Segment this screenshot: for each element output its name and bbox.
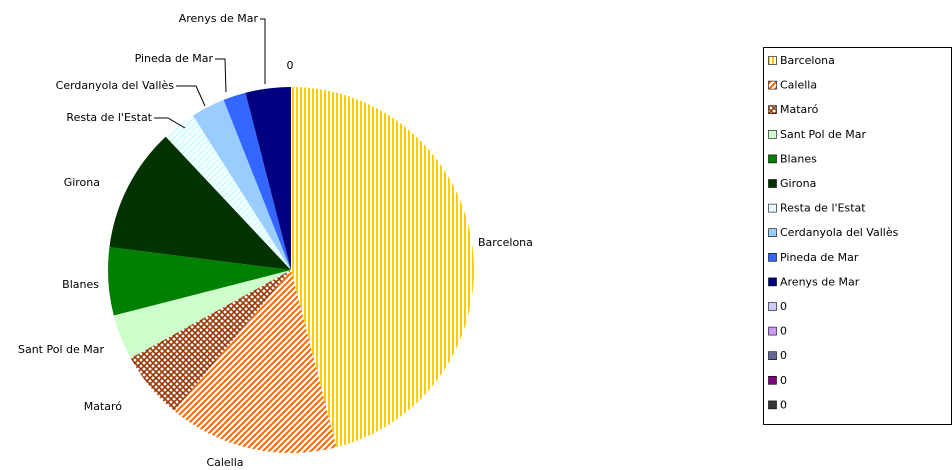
legend-label: 0 (780, 300, 787, 313)
legend-swatch (768, 228, 777, 237)
legend-swatch (768, 80, 777, 90)
slice-label: Pineda de Mar (135, 52, 214, 65)
legend-label: Mataró (780, 103, 819, 116)
legend-label: Blanes (780, 152, 817, 165)
legend-label: Girona (780, 177, 816, 190)
legend-label: Resta de l'Estat (780, 202, 866, 215)
legend-label: Pineda de Mar (780, 251, 859, 264)
pie (108, 87, 475, 454)
legend-label: Arenys de Mar (780, 275, 860, 288)
slice-label: Calella (206, 456, 243, 469)
slice-label: Barcelona (478, 236, 533, 249)
legend-swatch (768, 179, 777, 188)
legend-label: Barcelona (780, 54, 835, 67)
slice-label: 0 (287, 59, 294, 72)
legend-swatch (768, 130, 777, 139)
legend-swatch (768, 400, 777, 410)
legend-swatch (768, 253, 777, 262)
legend-swatch (768, 302, 777, 311)
pie-slice (245, 87, 291, 270)
legend-swatch (768, 56, 777, 65)
legend-swatch (768, 105, 777, 114)
legend-swatch (768, 351, 777, 361)
legend-swatch (768, 277, 777, 287)
legend-label: Calella (780, 79, 817, 92)
legend-label: Cerdanyola del Vallès (780, 226, 899, 239)
slice-label: Cerdanyola del Vallès (56, 79, 175, 92)
leader-line (260, 18, 266, 84)
pie-slice (108, 247, 292, 316)
legend-label: 0 (780, 374, 787, 387)
pie-slice (223, 92, 291, 270)
legend: Barcelona Calella Mataró Sant Pol de Mar Bla… (763, 47, 952, 425)
legend-label: 0 (780, 349, 787, 362)
legend-label: 0 (780, 325, 787, 338)
slice-label: Resta de l'Estat (66, 111, 152, 124)
leader-line (154, 117, 186, 129)
legend-box (763, 47, 952, 425)
leader-line (176, 85, 206, 107)
leader-line (215, 58, 227, 93)
pie-slice (130, 270, 291, 412)
pie-slice (174, 270, 337, 454)
slice-labels: Barcelona Calella Mataró Sant Pol de Mar Bla… (18, 12, 533, 469)
slice-label: Girona (64, 176, 100, 189)
slice-label: Sant Pol de Mar (18, 343, 105, 356)
pie-slice (109, 136, 291, 270)
pie-slice (291, 87, 475, 448)
legend-swatch (768, 375, 777, 385)
pie-slice (165, 115, 291, 270)
pie-slice (192, 99, 291, 270)
slice-label: Mataró (84, 400, 123, 413)
slice-label: Blanes (62, 278, 99, 291)
slice-label: Arenys de Mar (179, 12, 259, 25)
legend-label: 0 (780, 398, 787, 411)
legend-swatch (768, 154, 777, 164)
legend-swatch (768, 203, 777, 213)
pie-slice (113, 270, 291, 359)
legend-swatch (768, 326, 777, 336)
legend-label: Sant Pol de Mar (780, 128, 867, 141)
